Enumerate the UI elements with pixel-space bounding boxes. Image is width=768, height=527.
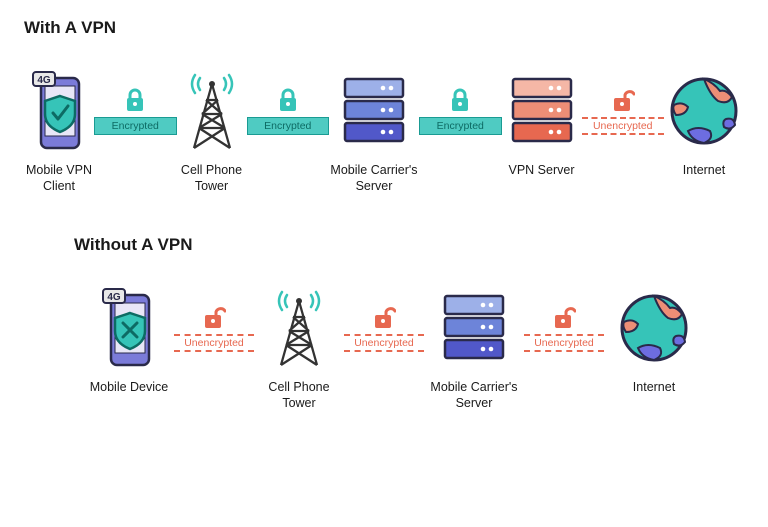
link-encrypted: Encrypted [247,87,330,135]
link-encrypted: Encrypted [419,87,502,135]
node-label: Mobile Carrier'sServer [424,379,524,412]
server-blue-icon [339,75,409,147]
phone-vpn-on-icon: 4G [31,70,87,152]
lock-open-icon [611,87,635,113]
server-blue-icon [439,292,509,364]
node-phone: 4G [84,287,174,369]
lock-closed-icon [449,87,471,113]
node-label: VPN Server [502,162,582,195]
globe-icon [668,75,740,147]
link-unencrypted: Unencrypted [524,304,604,352]
section-title: With A VPN [24,18,744,38]
node-globe [604,292,704,364]
section-title: Without A VPN [74,235,744,255]
link-encrypted: Encrypted [94,87,177,135]
node-label: Cell PhoneTower [177,162,247,195]
node-label: Mobile Device [84,379,174,412]
node-label: Cell PhoneTower [254,379,344,412]
globe-icon [618,292,690,364]
link-unencrypted: Unencrypted [582,87,665,135]
lock-closed-icon [124,87,146,113]
section-without-vpn: Without A VPN 4G Unencrypted [24,235,744,412]
node-label: Mobile Carrier'sServer [329,162,419,195]
node-phone: 4G [24,70,94,152]
tower-icon [182,70,242,152]
node-server-vpn [502,75,582,147]
tower-icon [269,287,329,369]
diagram-row: 4G Encrypted [24,70,744,152]
lock-open-icon [202,304,226,330]
labels-row: Mobile VPNClient Cell PhoneTower Mobile … [24,162,744,195]
svg-text:4G: 4G [107,292,121,303]
node-label: Internet [664,162,744,195]
node-label: Internet [604,379,704,412]
node-server-carrier [424,292,524,364]
node-tower [177,70,247,152]
server-orange-icon [507,75,577,147]
lock-closed-icon [277,87,299,113]
link-unencrypted: Unencrypted [344,304,424,352]
link-unencrypted: Unencrypted [174,304,254,352]
phone-vpn-off-icon: 4G [101,287,157,369]
node-server-carrier [329,75,419,147]
lock-open-icon [552,304,576,330]
node-globe [664,75,744,147]
svg-text:4G: 4G [37,75,51,86]
lock-open-icon [372,304,396,330]
node-tower [254,287,344,369]
labels-row: Mobile Device Cell PhoneTower Mobile Car… [24,379,744,412]
section-with-vpn: With A VPN 4G Encrypted [24,18,744,195]
node-label: Mobile VPNClient [24,162,94,195]
diagram-row: 4G Unencrypted [24,287,744,369]
